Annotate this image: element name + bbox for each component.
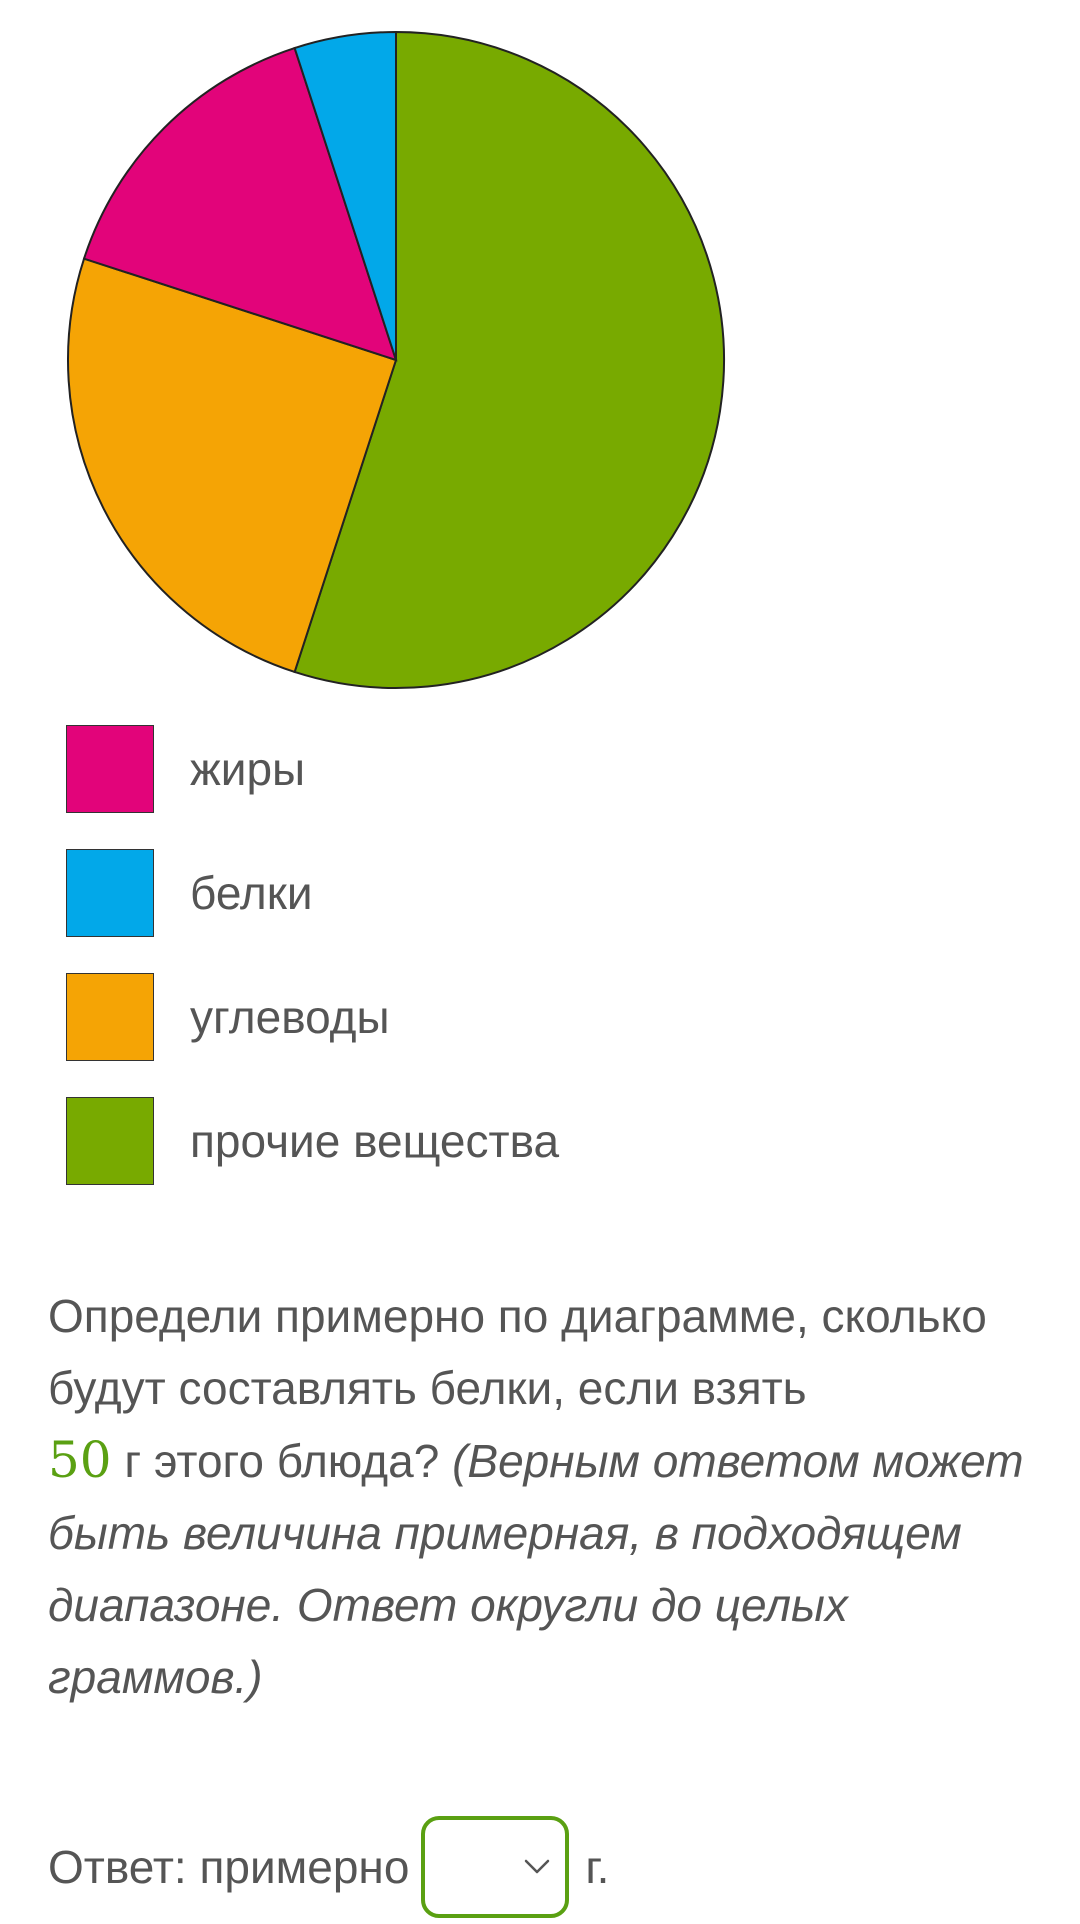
legend-label-other: прочие вещества [190, 1115, 560, 1167]
pie-slice-2 [82, 46, 398, 362]
answer-unit: г. [585, 1841, 610, 1893]
question-line: Определи примерно по диаграмме, сколько … [48, 1290, 987, 1414]
chevron-down-icon [525, 1859, 550, 1874]
pie-slice-3 [293, 30, 397, 361]
question-hint: (Верным ответом может быть величина прим… [48, 1435, 1024, 1703]
legend-label-fats: жиры [190, 743, 306, 795]
answer-row: Ответ: примерно г. [48, 1816, 610, 1918]
legend-swatch-carbs [66, 973, 154, 1061]
answer-dropdown[interactable] [421, 1816, 570, 1918]
legend-swatch-other [66, 1097, 154, 1185]
legend-label-proteins: белки [190, 867, 313, 919]
pie-slice-0 [293, 30, 725, 689]
answer-prefix: Ответ: примерно [48, 1841, 410, 1893]
pie-slice-1 [66, 257, 398, 674]
legend-swatch-proteins [66, 849, 154, 937]
legend-label-carbs: углеводы [190, 991, 390, 1043]
question-unit-text: г этого блюда? [111, 1435, 453, 1487]
question-amount: 50 [48, 1431, 112, 1489]
legend-swatch-fats [66, 725, 154, 813]
pie-chart [66, 30, 725, 689]
question-text: Определи примерно по диаграмме, сколько … [48, 1280, 1038, 1713]
